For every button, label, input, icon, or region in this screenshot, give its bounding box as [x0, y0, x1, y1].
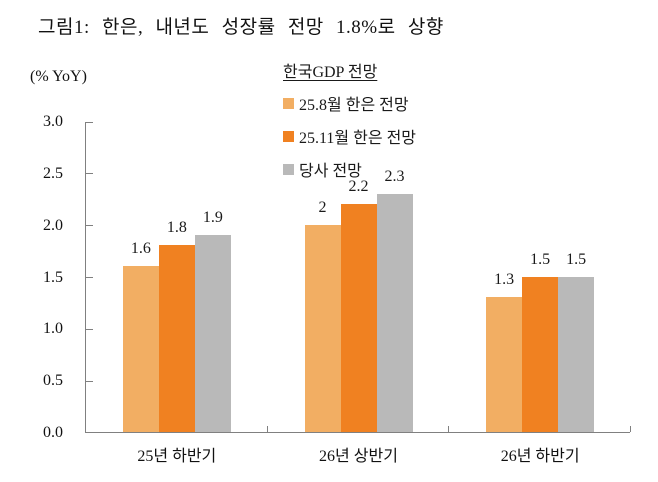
x-category-label: 26년 상반기	[319, 448, 398, 465]
bar	[486, 297, 523, 432]
y-tick-label: 2.0	[43, 216, 63, 234]
legend-item: 25.11월 한은 전망	[283, 125, 513, 147]
bar-value-label: 1.8	[166, 219, 187, 237]
x-category-label: 26년 하반기	[500, 448, 580, 465]
legend-swatch	[283, 163, 294, 175]
y-tick-label: 2.5	[43, 164, 63, 182]
bar-value-label: 2.2	[348, 177, 369, 195]
bar	[340, 203, 377, 432]
y-tick-label: 0.0	[43, 424, 63, 441]
legend-item-label: 25.8월 한은 전망	[299, 97, 409, 114]
legend-item-label: 당사 전망	[299, 163, 362, 180]
bar	[158, 245, 195, 432]
bar	[122, 266, 159, 432]
x-category-label: 25년 하반기	[137, 448, 217, 465]
x-tick-mark	[448, 426, 450, 432]
bar	[558, 276, 595, 432]
legend-swatch	[283, 130, 294, 142]
y-tick-label: 1.0	[43, 320, 63, 338]
plot-area: 0.0 0.5 1.0 1.5 2.0 2.5 3.0 1.6 1.8 1.9 25년 하반기 2 2.…	[43, 113, 631, 465]
legend-swatch	[283, 97, 294, 109]
bar	[304, 224, 341, 432]
bar	[376, 193, 413, 432]
y-tick-mark	[86, 328, 93, 330]
bar-value-label: 1.6	[130, 240, 151, 258]
y-axis-unit-label: (% YoY)	[30, 68, 87, 85]
chart-title: 그림1: 한은, 내년도 성장률 전망 1.8%로 상향	[38, 17, 444, 38]
y-tick-label: 3.0	[43, 113, 63, 130]
bar-value-label: 1.5	[530, 250, 551, 268]
y-tick-label: 1.5	[43, 268, 63, 286]
bar-value-label: 1.3	[494, 271, 515, 289]
bar-value-label: 1.9	[202, 209, 223, 227]
legend-item: 당사 전망	[283, 158, 513, 180]
y-tick-mark	[86, 380, 93, 382]
x-tick-mark	[266, 426, 268, 432]
bar	[194, 235, 231, 432]
y-tick-label: 0.5	[43, 372, 63, 390]
y-tick-mark	[86, 121, 93, 123]
legend-item-label: 25.11월 한은 전망	[299, 130, 417, 147]
bar	[522, 276, 559, 432]
y-tick-mark	[86, 277, 93, 278]
bar-value-label: 1.5	[566, 250, 587, 268]
bar-value-label: 2	[318, 198, 327, 216]
bar-value-label: 2.3	[384, 167, 405, 185]
x-tick-mark	[630, 426, 631, 432]
y-tick-mark	[86, 225, 93, 227]
legend-item: 25.8월 한은 전망	[283, 92, 513, 114]
legend-title: 한국GDP 전망	[283, 64, 378, 81]
y-tick-mark	[86, 173, 93, 175]
